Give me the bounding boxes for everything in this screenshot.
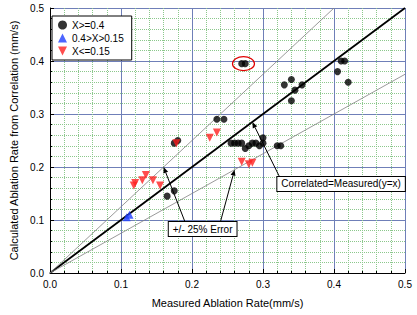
svg-text:0.4: 0.4 [327,279,341,290]
svg-text:+/- 25% Error: +/- 25% Error [173,224,233,235]
svg-text:0.4>X>0.15: 0.4>X>0.15 [72,33,124,44]
svg-text:0.1: 0.1 [114,279,128,290]
svg-text:0.2: 0.2 [30,162,44,173]
svg-text:0.0: 0.0 [30,268,44,279]
svg-text:0.1: 0.1 [30,215,44,226]
svg-text:0.5: 0.5 [30,3,44,14]
svg-text:X<=0.15: X<=0.15 [72,46,110,57]
svg-text:0.3: 0.3 [30,109,44,120]
svg-text:X>=0.4: X>=0.4 [72,20,105,31]
svg-text:Correlated=Measured(y=x): Correlated=Measured(y=x) [281,178,401,189]
svg-text:0.2: 0.2 [185,279,199,290]
svg-text:0.4: 0.4 [30,56,44,67]
svg-text:Measured Ablation Rate(mm/s): Measured Ablation Rate(mm/s) [152,297,304,309]
svg-text:0.0: 0.0 [43,279,57,290]
svg-text:Calculated Ablation Rate from: Calculated Ablation Rate from Correlatio… [8,21,20,261]
svg-text:0.3: 0.3 [256,279,270,290]
svg-text:0.5: 0.5 [398,279,412,290]
